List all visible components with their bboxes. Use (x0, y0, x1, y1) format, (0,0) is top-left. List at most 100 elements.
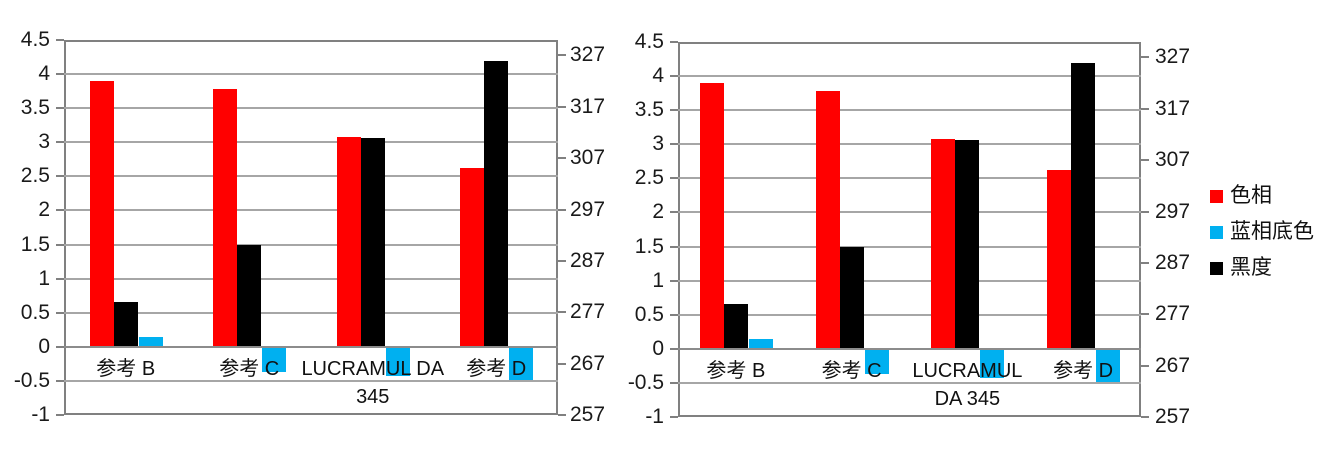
legend-swatch-blue-undertone (1210, 225, 1223, 239)
left-axis-tick (56, 311, 64, 314)
category-label: LUCRAMUL DA 345 (817, 357, 1117, 413)
right-axis-tick (558, 414, 566, 416)
blackness-bar (360, 137, 385, 347)
category-label: 参考 C (99, 355, 399, 383)
left-axis-tick (56, 379, 64, 382)
left-axis-tick (56, 141, 64, 144)
left-axis-tick-label: 1.5 (634, 234, 664, 258)
gridline (678, 211, 1141, 214)
right-axis-tick-label: 257 (570, 403, 606, 426)
gridline (678, 75, 1141, 78)
gridline (64, 209, 558, 212)
blackness-bar (113, 301, 138, 347)
gridline (678, 177, 1141, 180)
left-axis-tick (56, 73, 64, 76)
category-label-line: 参考 C (219, 357, 280, 380)
left-axis-tick (670, 143, 678, 146)
right-axis-tick-label: 327 (570, 43, 606, 67)
gridline (64, 311, 558, 314)
left-axis-tick (670, 381, 678, 384)
blackness-bar (237, 245, 262, 347)
left-axis-tick-label: 4 (38, 62, 50, 86)
gridline (678, 313, 1141, 316)
blue-undertone-bar (1096, 348, 1121, 382)
gridline (678, 279, 1141, 282)
gridline (64, 141, 558, 144)
hue-bar (460, 167, 485, 347)
legend-label-blue-undertone: 蓝相底色 (1230, 220, 1314, 243)
right-axis-tick (1141, 159, 1149, 162)
left-axis-tick (56, 414, 64, 416)
hue-bar (699, 82, 724, 349)
left-axis-tick-label: 3 (38, 130, 50, 154)
category-label: 参考 D (933, 357, 1233, 385)
gridline (64, 107, 558, 110)
left-axis-tick-label: 4.5 (20, 28, 50, 51)
left-axis-tick-label: 2.5 (20, 164, 50, 188)
blackness-bar (955, 139, 980, 349)
right-axis-tick (558, 105, 566, 108)
hue-bar (815, 91, 840, 349)
legend-swatch-blackness (1210, 261, 1223, 275)
left-axis-tick-label: 3.5 (634, 98, 664, 122)
left-axis-tick (670, 177, 678, 180)
gridline (678, 245, 1141, 248)
left-axis-tick-label: 1 (38, 266, 50, 290)
right-axis-tick (1141, 416, 1149, 418)
legend-item: 蓝相底色 (1210, 220, 1314, 244)
left-axis-tick-label: -1 (645, 405, 664, 428)
left-axis-tick-label: -1 (31, 403, 50, 426)
right-axis-tick (1141, 261, 1149, 264)
blue-undertone-bar (385, 346, 410, 377)
category-label-line: 345 (356, 385, 390, 408)
left-axis-tick (670, 211, 678, 214)
gridline (678, 143, 1141, 146)
left-axis-tick-label: 2 (38, 198, 50, 222)
gridline (64, 277, 558, 280)
legend-swatch-hue (1210, 189, 1223, 203)
plot-area (678, 42, 1141, 417)
category-label: 参考 D (346, 355, 646, 383)
right-axis-tick-label: 277 (1155, 302, 1191, 326)
left-axis-tick-label: 1 (652, 268, 664, 292)
category-label-line: DA 345 (934, 387, 1001, 410)
hue-bar (1047, 169, 1072, 349)
blue-undertone-bar (748, 338, 773, 349)
legend-item: 色相 (1210, 184, 1314, 208)
left-axis-tick (56, 209, 64, 212)
right-axis-tick (558, 54, 566, 57)
left-axis-tick-label: 1.5 (20, 232, 50, 256)
left-axis-tick-label: 2 (652, 200, 664, 224)
blue-undertone-bar (138, 336, 163, 347)
left-axis-tick-label: 0 (652, 336, 664, 360)
right-axis-tick-label: 267 (1155, 353, 1191, 377)
hue-bar (213, 89, 238, 347)
left-axis-tick (56, 175, 64, 178)
right-axis-tick (1141, 364, 1149, 367)
category-label-line: 参考 D (1053, 359, 1114, 382)
left-axis-tick (56, 277, 64, 280)
legend-item: 黑度 (1210, 256, 1314, 280)
left-axis-tick (670, 347, 678, 350)
category-label: 参考 B (0, 355, 276, 383)
category-label-line: LUCRAMUL DA (301, 357, 445, 380)
right-axis-tick (1141, 210, 1149, 213)
right-axis-tick-label: 297 (570, 197, 606, 221)
blue-undertone-bar (262, 346, 287, 373)
gridline (64, 243, 558, 246)
category-label-line: 参考 B (96, 357, 156, 380)
left-axis-tick (670, 109, 678, 112)
right-axis-tick (558, 362, 566, 365)
right-axis-tick-label: 257 (1155, 405, 1191, 428)
left-axis-tick-label: 3 (652, 132, 664, 156)
right-axis-tick-label: 287 (570, 248, 606, 272)
right-axis-tick-label: 317 (1155, 96, 1191, 120)
category-label-line: 参考 D (466, 357, 527, 380)
category-label: 参考 B (586, 357, 886, 385)
blackness-bar (1071, 62, 1096, 349)
left-axis-tick (670, 245, 678, 248)
left-axis-tick (56, 107, 64, 110)
right-axis-tick-label: 277 (570, 300, 606, 324)
right-axis-tick (558, 311, 566, 314)
left-axis-tick (56, 243, 64, 246)
